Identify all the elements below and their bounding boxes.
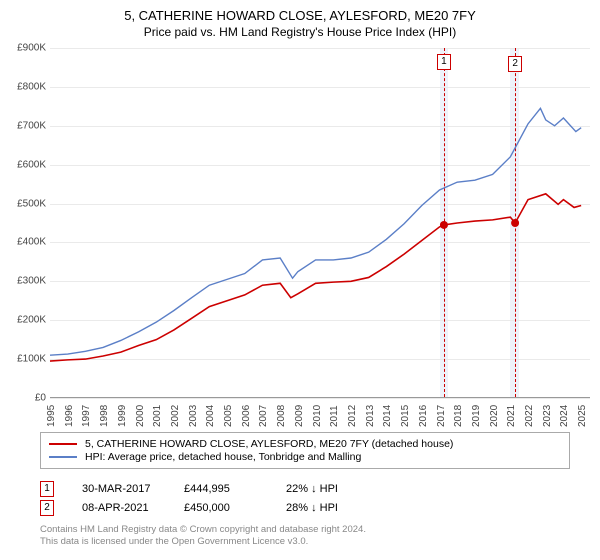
- x-axis-label: 2005: [223, 405, 234, 427]
- legend-swatch: [49, 456, 77, 458]
- y-axis-label: £800K: [2, 81, 46, 92]
- footer-line: This data is licensed under the Open Gov…: [40, 536, 366, 548]
- x-axis-label: 2019: [471, 405, 482, 427]
- y-axis-label: £600K: [2, 159, 46, 170]
- legend-label: 5, CATHERINE HOWARD CLOSE, AYLESFORD, ME…: [85, 438, 453, 450]
- series-hpi: [50, 108, 581, 355]
- x-axis-label: 2004: [205, 405, 216, 427]
- x-axis-label: 2006: [241, 405, 252, 427]
- sale-date: 08-APR-2021: [82, 502, 162, 514]
- sale-price: £444,995: [184, 483, 264, 495]
- sale-row: 2 08-APR-2021 £450,000 28% ↓ HPI: [40, 500, 570, 516]
- x-axis-label: 2022: [524, 405, 535, 427]
- y-axis-label: £0: [2, 393, 46, 404]
- sale-row-marker: 1: [40, 481, 54, 497]
- sale-row-marker: 2: [40, 500, 54, 516]
- x-axis-label: 2008: [276, 405, 287, 427]
- x-axis-label: 2021: [506, 405, 517, 427]
- legend-label: HPI: Average price, detached house, Tonb…: [85, 451, 361, 463]
- x-axis-label: 2016: [418, 405, 429, 427]
- y-axis-label: £900K: [2, 43, 46, 54]
- sale-pct: 22% ↓ HPI: [286, 483, 366, 495]
- legend-item: 5, CATHERINE HOWARD CLOSE, AYLESFORD, ME…: [49, 438, 561, 450]
- x-axis-label: 2020: [489, 405, 500, 427]
- y-axis-label: £300K: [2, 276, 46, 287]
- footer-attribution: Contains HM Land Registry data © Crown c…: [40, 524, 366, 549]
- legend-item: HPI: Average price, detached house, Tonb…: [49, 451, 561, 463]
- sale-dot: [511, 219, 519, 227]
- sale-date: 30-MAR-2017: [82, 483, 162, 495]
- y-axis-label: £400K: [2, 237, 46, 248]
- x-axis-label: 2007: [258, 405, 269, 427]
- x-axis-label: 2017: [436, 405, 447, 427]
- x-axis-label: 2018: [453, 405, 464, 427]
- x-axis-label: 2000: [135, 405, 146, 427]
- y-axis-label: £200K: [2, 315, 46, 326]
- sale-dot: [440, 221, 448, 229]
- chart-subtitle: Price paid vs. HM Land Registry's House …: [10, 25, 590, 39]
- x-axis-label: 2013: [365, 405, 376, 427]
- x-axis-label: 2024: [559, 405, 570, 427]
- footer-line: Contains HM Land Registry data © Crown c…: [40, 524, 366, 536]
- sale-events: 1 30-MAR-2017 £444,995 22% ↓ HPI 2 08-APR-202…: [40, 478, 570, 519]
- x-axis-label: 2003: [188, 405, 199, 427]
- sale-price: £450,000: [184, 502, 264, 514]
- x-axis-label: 2009: [294, 405, 305, 427]
- x-axis-label: 1996: [64, 405, 75, 427]
- x-axis-label: 2012: [347, 405, 358, 427]
- x-axis-label: 1997: [81, 405, 92, 427]
- x-axis-label: 2002: [170, 405, 181, 427]
- x-axis-label: 2025: [577, 405, 588, 427]
- y-axis-label: £100K: [2, 354, 46, 365]
- x-axis-label: 2023: [542, 405, 553, 427]
- y-axis-label: £700K: [2, 120, 46, 131]
- x-axis-label: 1995: [46, 405, 57, 427]
- chart-plot: £0£100K£200K£300K£400K£500K£600K£700K£80…: [50, 48, 590, 398]
- x-axis-label: 2011: [329, 405, 340, 427]
- x-axis-label: 2010: [312, 405, 323, 427]
- x-axis-label: 2015: [400, 405, 411, 427]
- chart-title: 5, CATHERINE HOWARD CLOSE, AYLESFORD, ME…: [10, 8, 590, 23]
- legend: 5, CATHERINE HOWARD CLOSE, AYLESFORD, ME…: [40, 432, 570, 469]
- legend-swatch: [49, 443, 77, 445]
- x-axis-label: 1999: [117, 405, 128, 427]
- y-axis-label: £500K: [2, 198, 46, 209]
- x-axis-label: 2014: [382, 405, 393, 427]
- x-axis-label: 2001: [152, 405, 163, 427]
- sale-pct: 28% ↓ HPI: [286, 502, 366, 514]
- sale-row: 1 30-MAR-2017 £444,995 22% ↓ HPI: [40, 481, 570, 497]
- x-axis-label: 1998: [99, 405, 110, 427]
